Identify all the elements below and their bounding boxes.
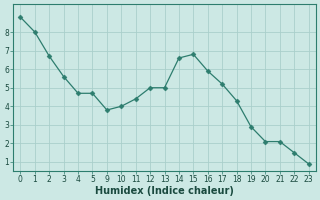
X-axis label: Humidex (Indice chaleur): Humidex (Indice chaleur) bbox=[95, 186, 234, 196]
